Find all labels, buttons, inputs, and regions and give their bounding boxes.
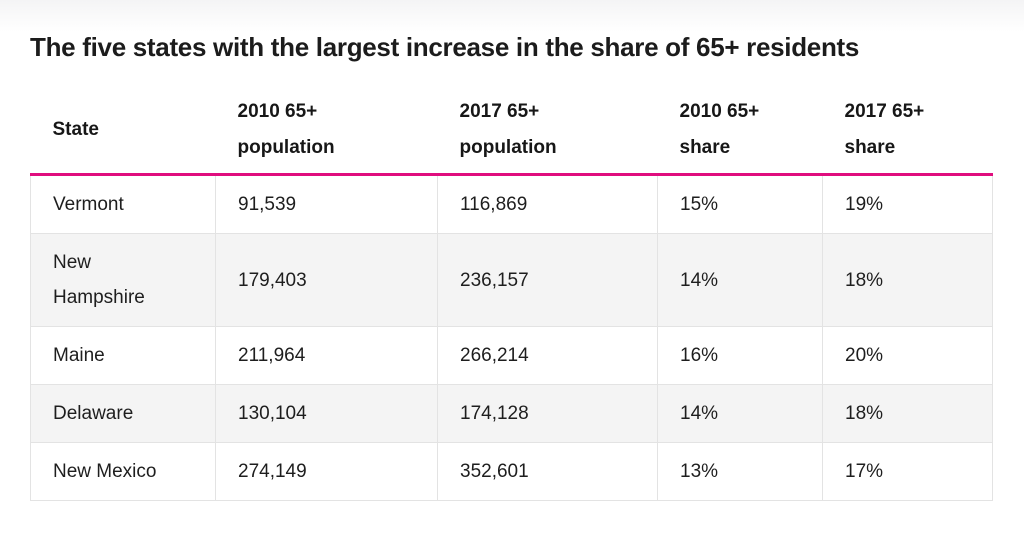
cell-2010-share: 15% [657, 174, 823, 234]
column-header-2010-share: 2010 65+ share [657, 87, 823, 176]
table-row: Delaware 130,104 174,128 14% 18% [30, 384, 993, 443]
state-name: Vermont [53, 194, 124, 215]
cell-state: New Hampshire [30, 233, 216, 327]
column-header-2010-population: 2010 65+ population [215, 87, 438, 176]
cell-state: Maine [30, 326, 216, 385]
cell-2017-share: 20% [822, 326, 993, 385]
page: The five states with the largest increas… [30, 32, 993, 501]
cell-2010-population: 91,539 [215, 174, 438, 234]
cell-2010-share: 13% [657, 442, 823, 501]
cell-2010-population: 211,964 [215, 326, 438, 385]
column-header-2017-share: 2017 65+ share [822, 87, 993, 176]
table-body: Vermont 91,539 116,869 15% 19% New Hamps… [30, 174, 993, 501]
cell-2010-population: 179,403 [215, 233, 438, 327]
cell-2017-population: 352,601 [437, 442, 658, 501]
state-name: Delaware [53, 403, 134, 424]
cell-2017-share: 17% [822, 442, 993, 501]
cell-2017-share: 18% [822, 384, 993, 443]
cell-state: Delaware [30, 384, 216, 443]
page-title: The five states with the largest increas… [30, 32, 860, 62]
column-header-label: 2017 65+ population [459, 101, 557, 158]
cell-2010-population: 130,104 [215, 384, 438, 443]
column-header-state: State [30, 87, 216, 176]
cell-2010-share: 14% [657, 384, 823, 443]
states-65plus-table: State 2010 65+ population 2017 65+ popul… [30, 87, 993, 501]
cell-2017-population: 266,214 [437, 326, 658, 385]
table-row: Vermont 91,539 116,869 15% 19% [30, 174, 993, 234]
cell-state: New Mexico [30, 442, 216, 501]
column-header-label: State [52, 119, 99, 140]
cell-2017-population: 116,869 [437, 174, 658, 234]
column-header-label: 2010 65+ population [237, 101, 335, 158]
table-row: New Hampshire 179,403 236,157 14% 18% [30, 233, 993, 327]
cell-2010-population: 274,149 [215, 442, 438, 501]
column-header-2017-population: 2017 65+ population [437, 87, 658, 176]
table-header: State 2010 65+ population 2017 65+ popul… [30, 87, 993, 176]
header-row: State 2010 65+ population 2017 65+ popul… [30, 87, 993, 176]
column-header-label: 2010 65+ share [679, 101, 760, 158]
table-row: New Mexico 274,149 352,601 13% 17% [30, 442, 993, 501]
cell-2010-share: 16% [657, 326, 823, 385]
cell-2017-share: 18% [822, 233, 993, 327]
cell-2017-population: 236,157 [437, 233, 658, 327]
cell-2010-share: 14% [657, 233, 823, 327]
cell-2017-share: 19% [822, 174, 993, 234]
column-header-label: 2017 65+ share [844, 101, 925, 158]
cell-2017-population: 174,128 [437, 384, 658, 443]
state-name: Maine [53, 345, 105, 366]
state-name: New Mexico [53, 461, 157, 482]
state-name: New Hampshire [53, 252, 145, 308]
table-row: Maine 211,964 266,214 16% 20% [30, 326, 993, 385]
cell-state: Vermont [30, 174, 216, 234]
